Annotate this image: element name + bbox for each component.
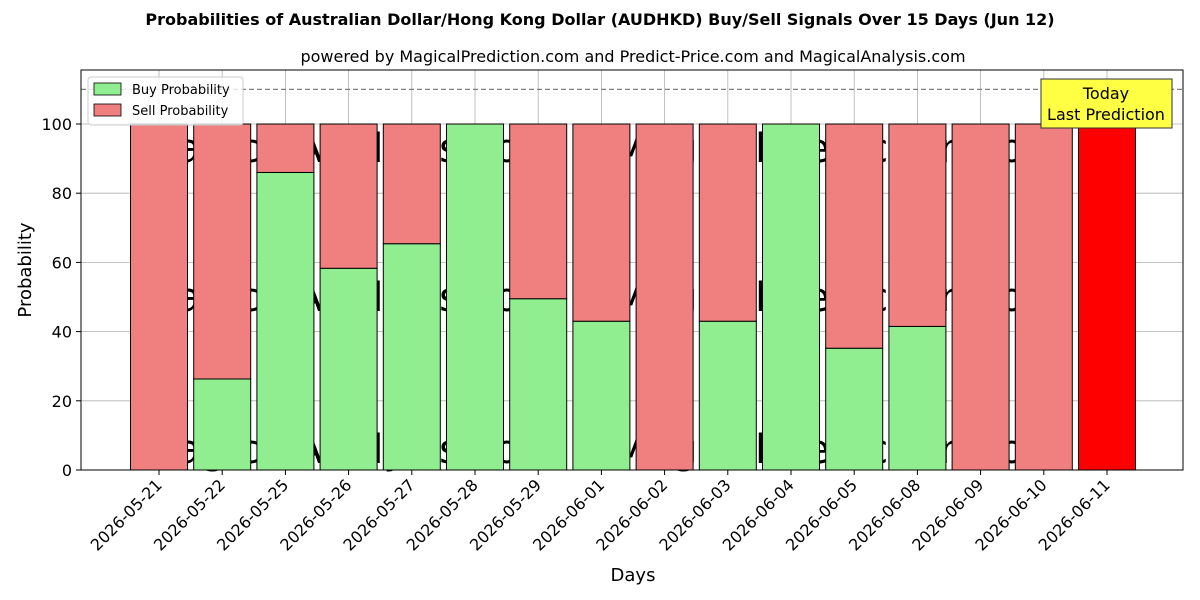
bar-buy — [256, 171, 315, 471]
y-tick-label: 20 — [52, 392, 72, 411]
legend-box — [87, 76, 244, 126]
bar-buy — [193, 378, 252, 471]
bar-sell — [382, 123, 441, 245]
bar-sell — [509, 123, 568, 300]
bar-sell — [256, 123, 315, 173]
bar-buy — [509, 298, 568, 471]
legend-label-buy: Buy Probability — [132, 83, 230, 98]
annotation-line-1: Today — [1082, 84, 1129, 103]
bar-buy — [825, 347, 884, 471]
plot-frame — [80, 69, 1184, 471]
y-tick-label: 100 — [41, 115, 72, 134]
x-axis-label: Days — [611, 565, 656, 586]
y-tick-label: 40 — [52, 323, 72, 342]
y-axis-label: Probability — [15, 222, 36, 317]
bar-sell — [825, 123, 884, 349]
annotation-box — [1040, 78, 1173, 129]
bar-sell — [319, 123, 378, 269]
y-tick-label: 80 — [52, 184, 72, 203]
bar-layer — [130, 123, 1136, 471]
bar-sell-today — [1078, 123, 1136, 471]
y-tick-label: 0 — [62, 461, 72, 480]
bar-sell — [1014, 123, 1073, 471]
today-annotation: Today Last Prediction — [1040, 78, 1173, 129]
bar-sell — [951, 123, 1010, 471]
bar-buy — [762, 123, 820, 471]
bar-sell — [130, 123, 188, 471]
bar-sell — [698, 123, 757, 322]
y-tick-label: 60 — [52, 253, 72, 272]
chart-subtitle: powered by MagicalPrediction.com and Pre… — [300, 47, 965, 66]
bar-sell — [635, 123, 694, 471]
bar-buy — [319, 267, 378, 471]
bar-buy — [446, 123, 504, 471]
bar-buy — [698, 320, 757, 471]
bar-sell — [193, 123, 252, 380]
bar-buy — [572, 320, 631, 471]
legend-swatch-buy — [93, 82, 122, 96]
chart-title: Probabilities of Australian Dollar/Hong … — [145, 10, 1054, 29]
bar-buy — [382, 243, 441, 471]
legend: Buy Probability Sell Probability — [87, 76, 244, 126]
bar-sell — [572, 123, 631, 322]
legend-swatch-sell — [93, 103, 122, 117]
bar-sell — [888, 123, 947, 327]
legend-label-sell: Sell Probability — [132, 104, 229, 119]
bar-buy — [888, 325, 947, 471]
annotation-line-2: Last Prediction — [1047, 105, 1165, 124]
